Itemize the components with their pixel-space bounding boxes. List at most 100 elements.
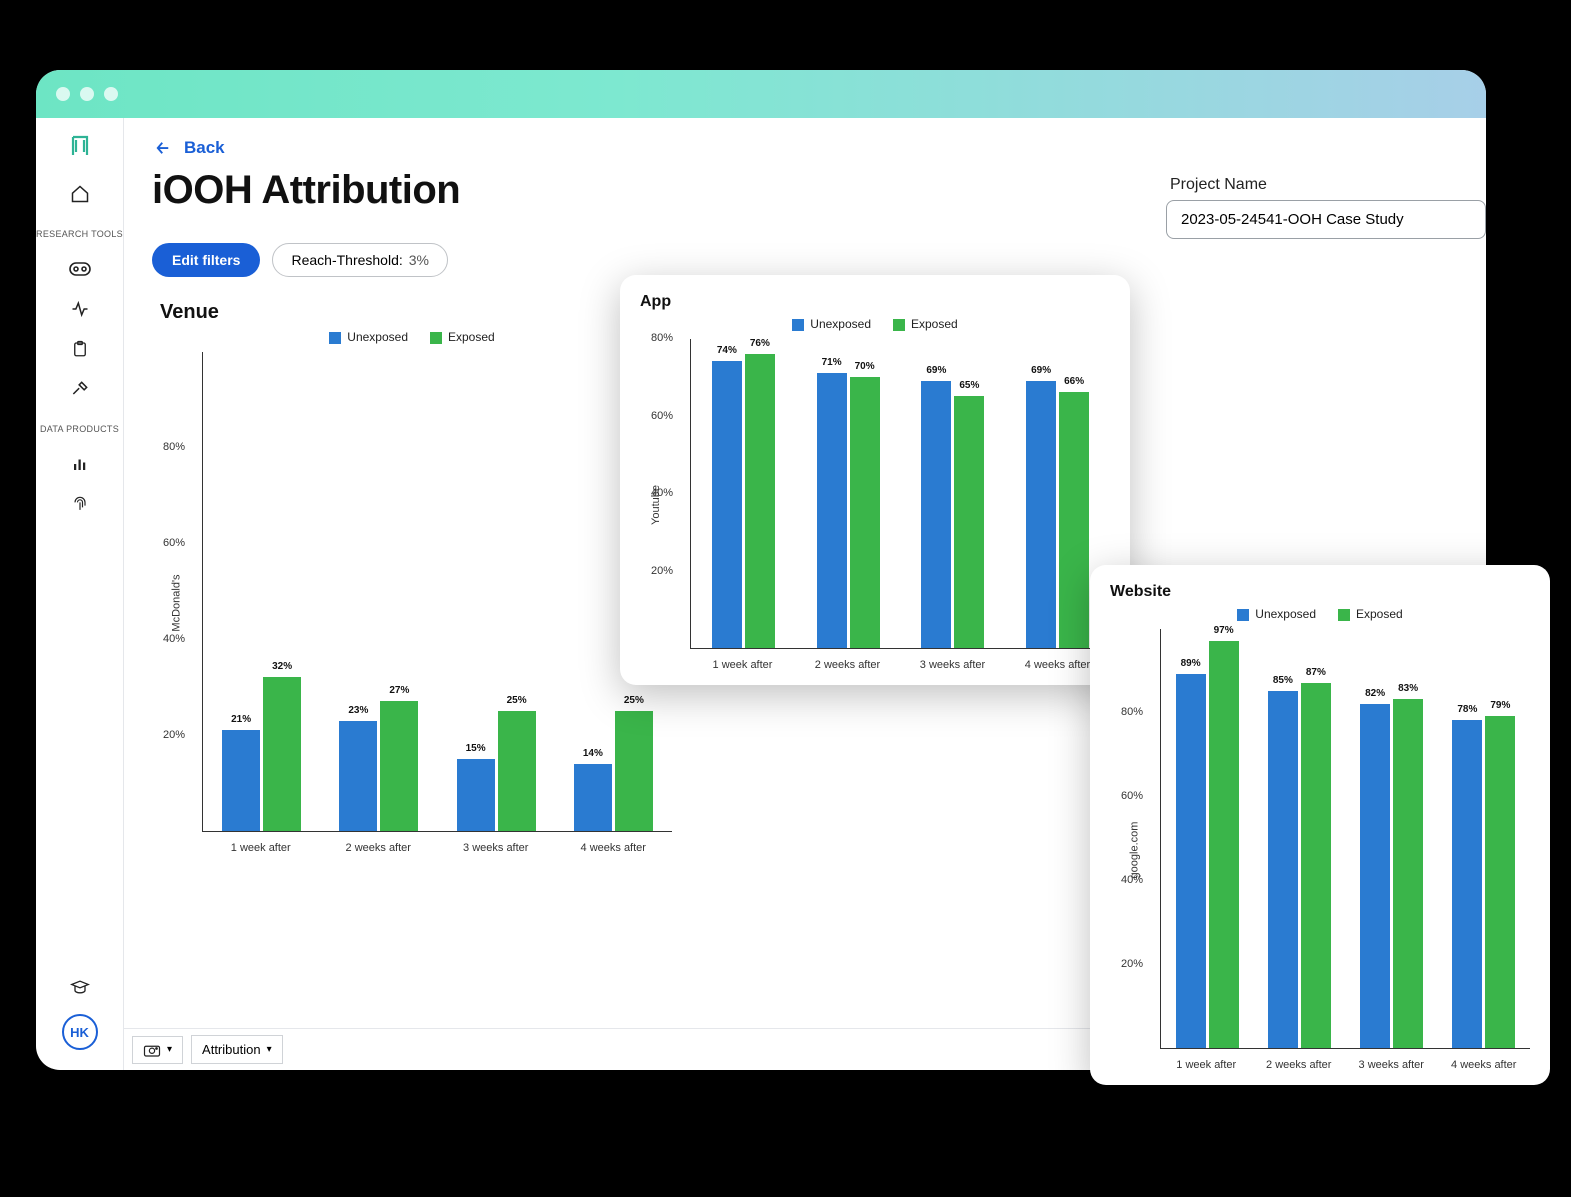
- bar-value-label: 74%: [717, 345, 737, 356]
- attribution-tab-label: Attribution: [202, 1042, 261, 1057]
- bar-value-label: 14%: [583, 748, 603, 759]
- avatar-initials: HK: [70, 1025, 89, 1040]
- y-tick: 40%: [1121, 874, 1143, 886]
- exposed-bar: 70%: [850, 377, 880, 648]
- bar-group: 69%65%: [901, 354, 1006, 649]
- bar-value-label: 97%: [1214, 625, 1234, 636]
- exposed-bar: 32%: [263, 677, 301, 831]
- bar-value-label: 25%: [507, 695, 527, 706]
- exposed-bar: 65%: [954, 396, 984, 648]
- bar-group: 21%32%: [203, 677, 320, 831]
- bar-value-label: 32%: [272, 661, 292, 672]
- y-tick: 80%: [163, 441, 185, 453]
- bar-value-label: 89%: [1181, 658, 1201, 669]
- bar-value-label: 79%: [1490, 700, 1510, 711]
- chart-plot: 20%40%60%80%89%97%85%87%82%83%78%79%: [1160, 629, 1530, 1049]
- attribution-tab-button[interactable]: Attribution ▾: [191, 1035, 283, 1064]
- chart-title: App: [640, 293, 1110, 311]
- unexposed-bar: 89%: [1176, 674, 1206, 1048]
- exposed-bar: 83%: [1393, 699, 1423, 1048]
- exposed-bar: 25%: [498, 711, 536, 831]
- x-tick-label: 1 week after: [202, 836, 320, 854]
- unexposed-bar: 15%: [457, 759, 495, 831]
- y-tick: 20%: [163, 729, 185, 741]
- x-tick-label: 1 week after: [690, 653, 795, 671]
- website-chart-card: WebsiteUnexposedExposedgoogle.com20%40%6…: [1090, 565, 1550, 1085]
- y-tick: 80%: [651, 332, 673, 344]
- exposed-bar: 27%: [380, 701, 418, 831]
- fingerprint-icon[interactable]: [69, 493, 91, 515]
- chart-legend: UnexposedExposed: [152, 330, 672, 344]
- bar-value-label: 23%: [348, 705, 368, 716]
- home-icon[interactable]: [69, 183, 91, 205]
- activity-icon[interactable]: [69, 298, 91, 320]
- bar-value-label: 82%: [1365, 688, 1385, 699]
- camera-icon: [143, 1043, 161, 1057]
- graduation-cap-icon[interactable]: [69, 976, 91, 998]
- y-tick: 40%: [651, 487, 673, 499]
- app-chart-card: AppUnexposedExposedYoutube20%40%60%80%74…: [620, 275, 1130, 685]
- unexposed-bar: 21%: [222, 730, 260, 831]
- bar-group: 85%87%: [1253, 641, 1345, 1048]
- back-button[interactable]: Back: [152, 138, 1458, 158]
- sidebar-section-label: RESEARCH TOOLS: [36, 229, 123, 240]
- exposed-bar: 87%: [1301, 683, 1331, 1048]
- window-dot: [104, 87, 118, 101]
- x-tick-label: 4 weeks after: [1438, 1053, 1531, 1071]
- bar-group: 14%25%: [555, 677, 672, 831]
- x-tick-label: 2 weeks after: [1253, 1053, 1346, 1071]
- window-titlebar: [36, 70, 1486, 118]
- y-axis-label: McDonald's: [171, 574, 183, 631]
- bar-value-label: 70%: [855, 361, 875, 372]
- bar-value-label: 78%: [1457, 704, 1477, 715]
- vr-icon[interactable]: [69, 258, 91, 280]
- y-tick: 60%: [163, 537, 185, 549]
- window-dot: [56, 87, 70, 101]
- x-tick-label: 2 weeks after: [320, 836, 438, 854]
- reach-threshold-value: 3%: [409, 252, 429, 268]
- project-name-input[interactable]: [1166, 200, 1486, 239]
- chart-plot: 20%40%60%80%21%32%23%27%15%25%14%25%: [202, 352, 672, 832]
- unexposed-bar: 23%: [339, 721, 377, 831]
- y-tick: 20%: [651, 565, 673, 577]
- bar-group: 23%27%: [320, 677, 437, 831]
- bar-chart-icon[interactable]: [69, 453, 91, 475]
- bar-value-label: 69%: [1031, 365, 1051, 376]
- edit-filters-button[interactable]: Edit filters: [152, 243, 260, 277]
- sidebar-section-label: DATA PRODUCTS: [40, 424, 119, 435]
- chart-plot: 20%40%60%80%74%76%71%70%69%65%69%66%: [690, 339, 1110, 649]
- bar-value-label: 87%: [1306, 667, 1326, 678]
- camera-button[interactable]: ▾: [132, 1036, 183, 1064]
- bar-group: 71% 70%: [796, 354, 901, 649]
- arrow-left-icon: [152, 139, 174, 157]
- unexposed-bar: 14%: [574, 764, 612, 831]
- chart-legend: UnexposedExposed: [640, 317, 1110, 331]
- y-tick: 40%: [163, 633, 185, 645]
- unexposed-bar: 82%: [1360, 704, 1390, 1048]
- hammer-icon[interactable]: [69, 378, 91, 400]
- bar-value-label: 71%: [822, 357, 842, 368]
- user-avatar[interactable]: HK: [62, 1014, 98, 1050]
- chevron-down-icon: ▾: [267, 1044, 272, 1055]
- chart-legend: UnexposedExposed: [1110, 607, 1530, 621]
- bar-value-label: 76%: [750, 338, 770, 349]
- exposed-bar: 25%: [615, 711, 653, 831]
- x-tick-label: 3 weeks after: [1345, 1053, 1438, 1071]
- project-name-block: Project Name: [1166, 176, 1486, 239]
- app-logo-icon[interactable]: [68, 134, 92, 165]
- bar-value-label: 21%: [231, 714, 251, 725]
- chart-title: Website: [1110, 583, 1530, 601]
- reach-threshold-chip[interactable]: Reach-Threshold: 3%: [272, 243, 448, 277]
- y-tick: 80%: [1121, 706, 1143, 718]
- x-tick-label: 3 weeks after: [437, 836, 555, 854]
- exposed-bar: 97%: [1209, 641, 1239, 1048]
- y-tick: 20%: [1121, 958, 1143, 970]
- back-label: Back: [184, 138, 225, 158]
- chevron-down-icon: ▾: [167, 1044, 172, 1055]
- project-name-label: Project Name: [1166, 176, 1486, 194]
- unexposed-bar: 85%: [1268, 691, 1298, 1048]
- bar-value-label: 27%: [389, 685, 409, 696]
- x-tick-label: 3 weeks after: [900, 653, 1005, 671]
- clipboard-icon[interactable]: [69, 338, 91, 360]
- sidebar: RESEARCH TOOLS DATA PRODUCTS: [36, 118, 124, 1070]
